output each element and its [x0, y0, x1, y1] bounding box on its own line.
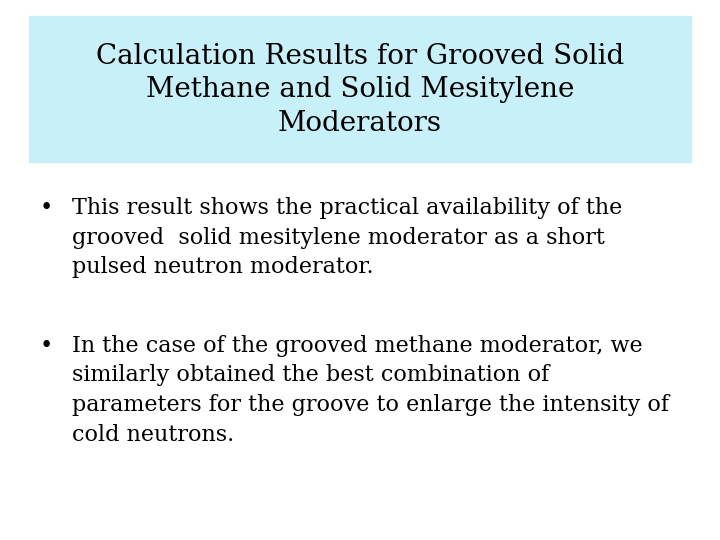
Text: Moderators: Moderators: [278, 110, 442, 137]
Text: pulsed neutron moderator.: pulsed neutron moderator.: [72, 256, 374, 278]
Text: Calculation Results for Grooved Solid: Calculation Results for Grooved Solid: [96, 43, 624, 70]
Text: In the case of the grooved methane moderator, we: In the case of the grooved methane moder…: [72, 335, 643, 356]
Text: grooved  solid mesitylene moderator as a short: grooved solid mesitylene moderator as a …: [72, 227, 605, 248]
FancyBboxPatch shape: [29, 16, 691, 162]
Text: •: •: [40, 335, 53, 356]
Text: cold neutrons.: cold neutrons.: [72, 424, 234, 446]
Text: similarly obtained the best combination of: similarly obtained the best combination …: [72, 364, 549, 386]
Text: This result shows the practical availability of the: This result shows the practical availabi…: [72, 197, 622, 219]
Text: Methane and Solid Mesitylene: Methane and Solid Mesitylene: [146, 76, 574, 103]
Text: •: •: [40, 197, 53, 219]
Text: parameters for the groove to enlarge the intensity of: parameters for the groove to enlarge the…: [72, 394, 669, 416]
